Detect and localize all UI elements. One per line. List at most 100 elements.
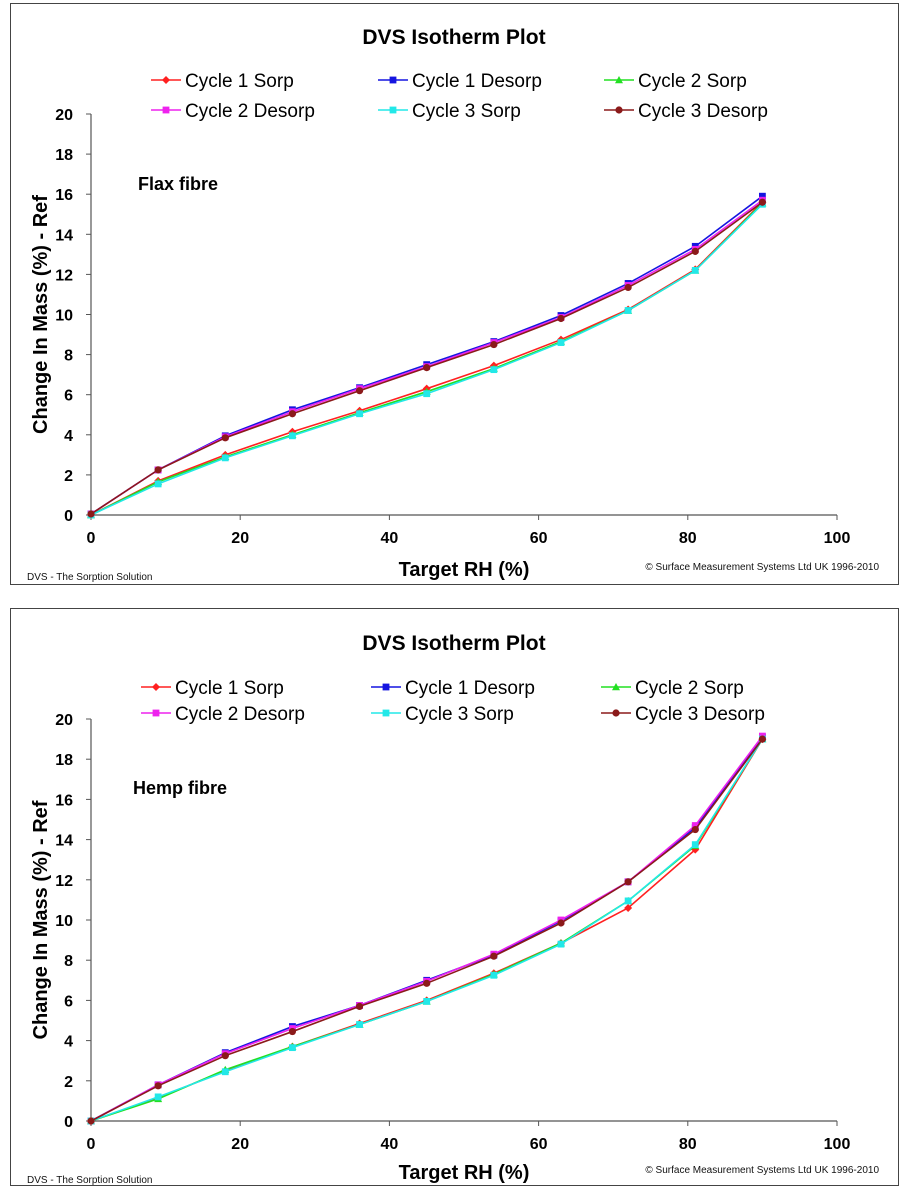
fibre-annotation: Hemp fibre	[133, 778, 227, 798]
y-tick-label: 18	[55, 752, 73, 769]
series-line	[90, 195, 763, 515]
footer-right: © Surface Measurement Systems Ltd UK 199…	[645, 1165, 879, 1176]
y-tick-label: 16	[55, 187, 73, 204]
y-axis-title: Change In Mass (%) - Ref	[30, 195, 52, 434]
data-point	[624, 283, 632, 292]
y-tick-label: 20	[55, 712, 73, 729]
flax-isotherm-chart: DVS Isotherm Plot 0 2 4 6 8 10 12 14 16 18 20 0 20 40 6…	[27, 26, 879, 583]
data-point	[288, 1027, 297, 1036]
data-point	[490, 952, 498, 960]
x-tick-label: 20	[231, 530, 249, 547]
data-point	[624, 903, 633, 912]
y-tick-label: 6	[64, 993, 73, 1010]
x-tick-label: 20	[231, 1136, 249, 1153]
legend-marker	[615, 106, 623, 114]
data-point	[691, 822, 699, 829]
data-point	[154, 480, 162, 488]
data-point	[624, 897, 632, 905]
x-tick-label: 80	[679, 1136, 697, 1153]
data-point	[691, 247, 699, 255]
legend-entry: Cycle 2 Sorp	[604, 71, 747, 92]
y-tick-label: 8	[64, 348, 73, 365]
data-point	[423, 998, 431, 1005]
legend-entry: Cycle 1 Desorp	[371, 678, 535, 699]
data-point	[154, 466, 162, 474]
data-point	[221, 1068, 229, 1076]
y-tick-label: 2	[64, 468, 73, 485]
data-point	[759, 192, 766, 200]
data-point	[423, 364, 431, 372]
x-tick-label: 40	[381, 1136, 399, 1153]
x-tick-label: 60	[530, 1136, 548, 1153]
y-tick-label: 12	[55, 873, 73, 890]
data-point	[758, 198, 767, 206]
x-axis-title: Target RH (%)	[399, 559, 530, 581]
data-point	[423, 390, 431, 398]
legend-entry: Cycle 1 Sorp	[141, 678, 284, 699]
x-tick-label: 100	[824, 530, 851, 547]
data-point	[624, 307, 632, 314]
data-point	[490, 971, 498, 979]
legend-marker	[389, 76, 397, 84]
x-tick-label: 40	[381, 530, 399, 547]
chart-title: DVS Isotherm Plot	[362, 26, 545, 49]
x-tick-label: 0	[87, 1136, 96, 1153]
legend-marker	[612, 709, 620, 717]
data-point	[423, 979, 431, 987]
y-axis-title: Change In Mass (%) - Ref	[30, 800, 52, 1039]
series-group	[87, 735, 767, 1125]
y-tick-label: 0	[64, 508, 73, 525]
legend-label: Cycle 2 Desorp	[175, 704, 305, 725]
legend-entry: Cycle 2 Sorp	[601, 678, 744, 699]
legend-marker	[612, 683, 620, 691]
legend-entry: Cycle 2 Desorp	[141, 704, 305, 725]
data-point	[624, 878, 632, 886]
y-tick-label: 12	[55, 267, 73, 284]
series-group	[87, 199, 767, 519]
legend-entry: Cycle 3 Desorp	[601, 704, 765, 725]
legend-entry: Cycle 1 Desorp	[378, 71, 542, 92]
data-point	[557, 940, 565, 948]
y-tick-label: 6	[64, 388, 73, 405]
legend-marker	[615, 76, 623, 84]
footer-left: DVS - The Sorption Solution	[27, 572, 152, 583]
legend-marker	[162, 76, 170, 84]
legend-marker	[382, 709, 390, 717]
legend-marker	[382, 683, 390, 691]
fibre-annotation: Flax fibre	[138, 174, 218, 194]
data-point	[557, 314, 565, 323]
legend-entry: Cycle 2 Desorp	[151, 101, 315, 122]
hemp-isotherm-chart: DVS Isotherm Plot 0 2 4 6 8 10 12 14 16 18 20 0 20 40 6…	[27, 632, 879, 1185]
x-tick-label: 60	[530, 530, 548, 547]
series-group	[87, 198, 767, 518]
y-tick-label: 20	[55, 107, 73, 124]
legend-marker	[162, 106, 170, 114]
data-point	[289, 1044, 296, 1052]
flax-isotherm-panel: DVS Isotherm Plot 0 2 4 6 8 10 12 14 16 18 20 0 20 40 6…	[10, 3, 899, 585]
chart-title: DVS Isotherm Plot	[362, 632, 545, 655]
legend-entry: Cycle 3 Desorp	[604, 101, 768, 122]
data-point	[691, 825, 699, 834]
x-tick-label: 0	[87, 530, 96, 547]
y-tick-label: 14	[55, 833, 73, 850]
data-point	[557, 339, 565, 346]
data-point	[87, 1117, 95, 1125]
data-point	[356, 410, 363, 418]
legend-entry: Cycle 3 Sorp	[371, 704, 514, 725]
legend-label: Cycle 1 Desorp	[405, 678, 535, 699]
footer-left: DVS - The Sorption Solution	[27, 1175, 152, 1185]
data-point	[758, 735, 767, 743]
y-tick-label: 8	[64, 953, 73, 970]
x-axis-title: Target RH (%)	[399, 1162, 530, 1184]
data-point	[154, 1082, 162, 1090]
y-tick-label: 2	[64, 1074, 73, 1091]
legend-label: Cycle 2 Desorp	[185, 101, 315, 122]
data-point	[87, 510, 95, 518]
legend-marker	[389, 106, 397, 114]
legend-label: Cycle 1 Desorp	[412, 71, 542, 92]
legend-marker	[152, 709, 160, 717]
data-point	[691, 841, 699, 849]
data-point	[490, 340, 498, 349]
data-point	[355, 387, 364, 395]
x-tick-label: 80	[679, 530, 697, 547]
